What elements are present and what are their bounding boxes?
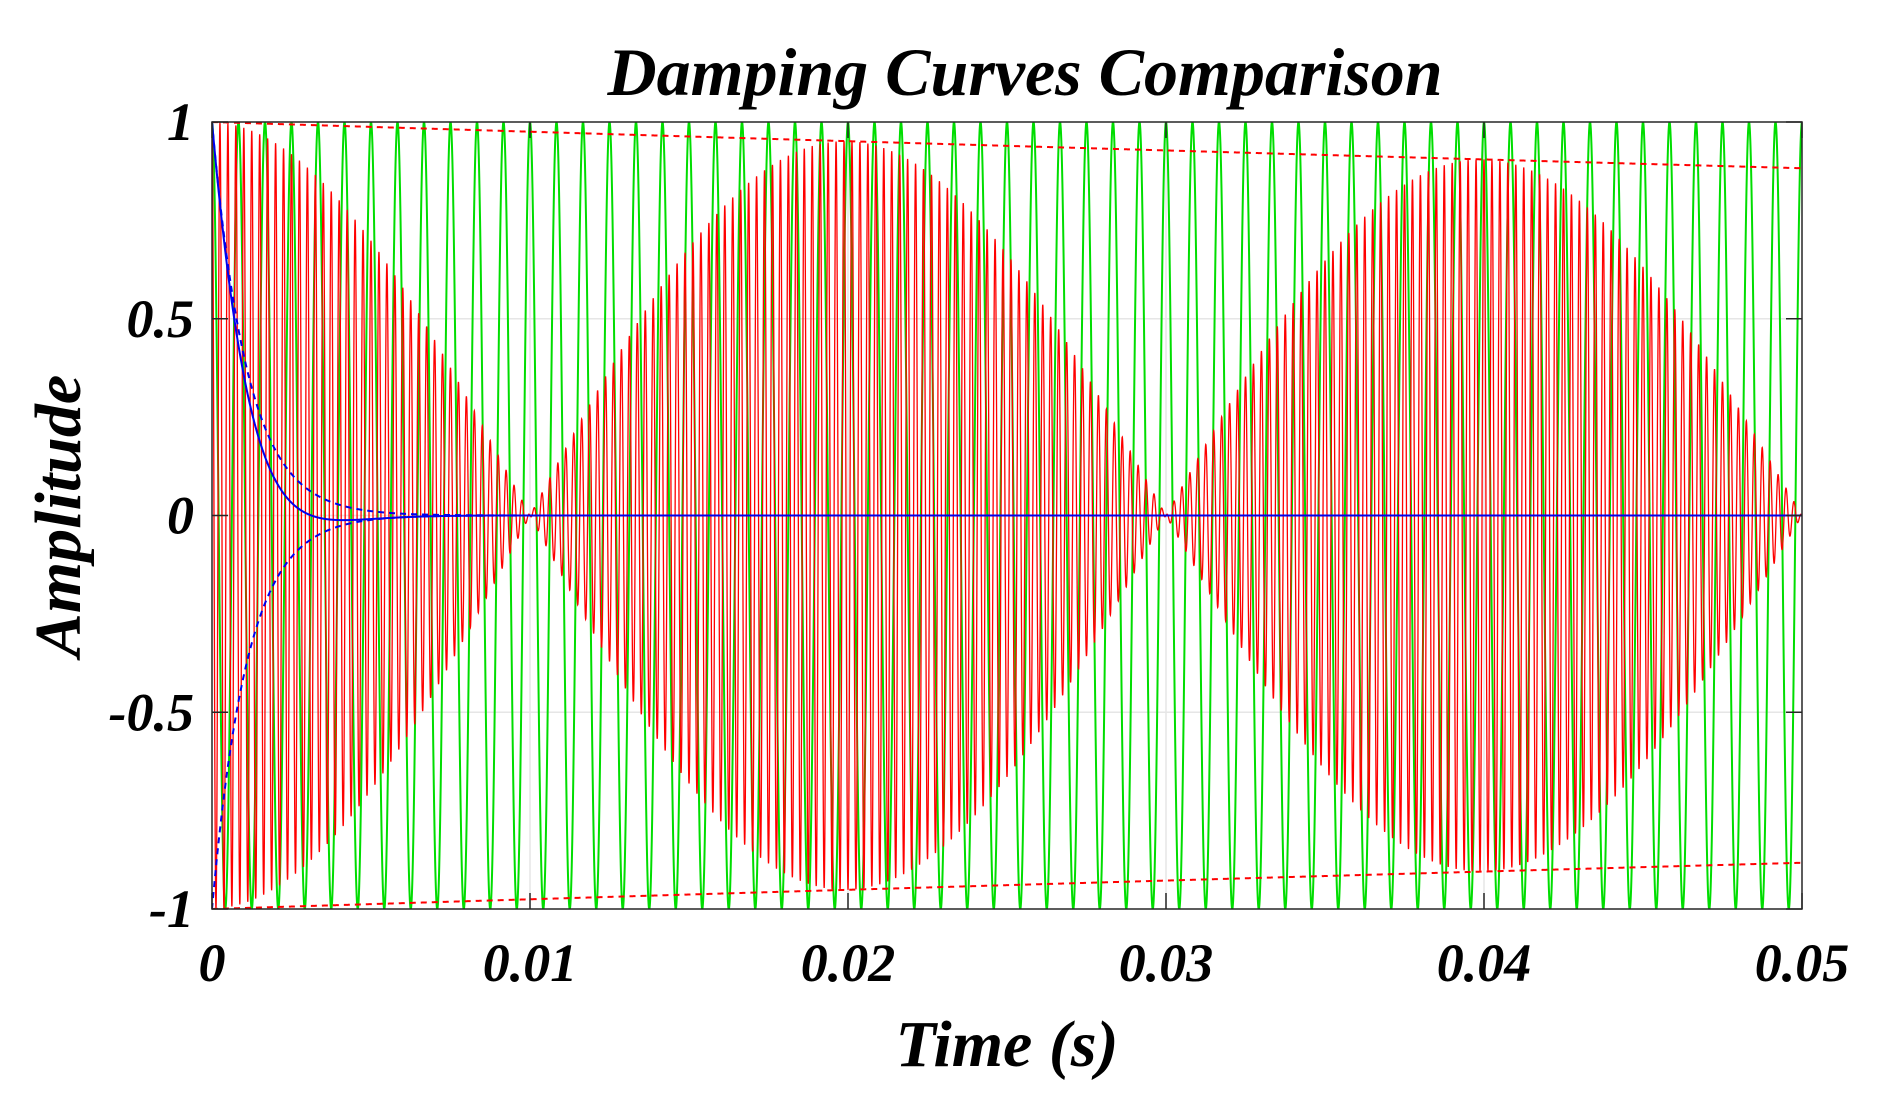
y-tick-label: 1 bbox=[167, 92, 194, 152]
y-tick-label: 0 bbox=[167, 486, 194, 546]
series-red-envelope-upper bbox=[212, 122, 1802, 170]
y-axis-label: Amplitude bbox=[22, 375, 95, 661]
x-axis-label: Time (s) bbox=[896, 1008, 1119, 1081]
y-tick-label: 0.5 bbox=[127, 289, 195, 349]
chart-title: Damping Curves Comparison bbox=[606, 34, 1442, 110]
series-beat-line bbox=[212, 122, 1802, 909]
y-tick-label: -0.5 bbox=[109, 682, 194, 742]
series-layer bbox=[212, 122, 1802, 909]
y-tick-labels: -1 -0.5 0 0.5 1 bbox=[109, 92, 194, 939]
plot-area bbox=[212, 122, 1802, 909]
x-tick-label: 0 bbox=[199, 933, 226, 993]
series-blue-envelope-lower bbox=[212, 514, 1802, 909]
x-tick-label: 0.02 bbox=[801, 933, 896, 993]
series-red-envelope-lower bbox=[212, 861, 1802, 909]
x-tick-label: 0.03 bbox=[1119, 933, 1214, 993]
x-tick-label: 0.04 bbox=[1437, 933, 1532, 993]
x-tick-label: 0.01 bbox=[483, 933, 578, 993]
x-tick-label: 0.05 bbox=[1755, 933, 1850, 993]
tick-marks bbox=[211, 121, 1803, 910]
x-tick-labels: 0 0.01 0.02 0.03 0.04 0.05 bbox=[199, 933, 1850, 993]
y-tick-label: -1 bbox=[149, 879, 194, 939]
